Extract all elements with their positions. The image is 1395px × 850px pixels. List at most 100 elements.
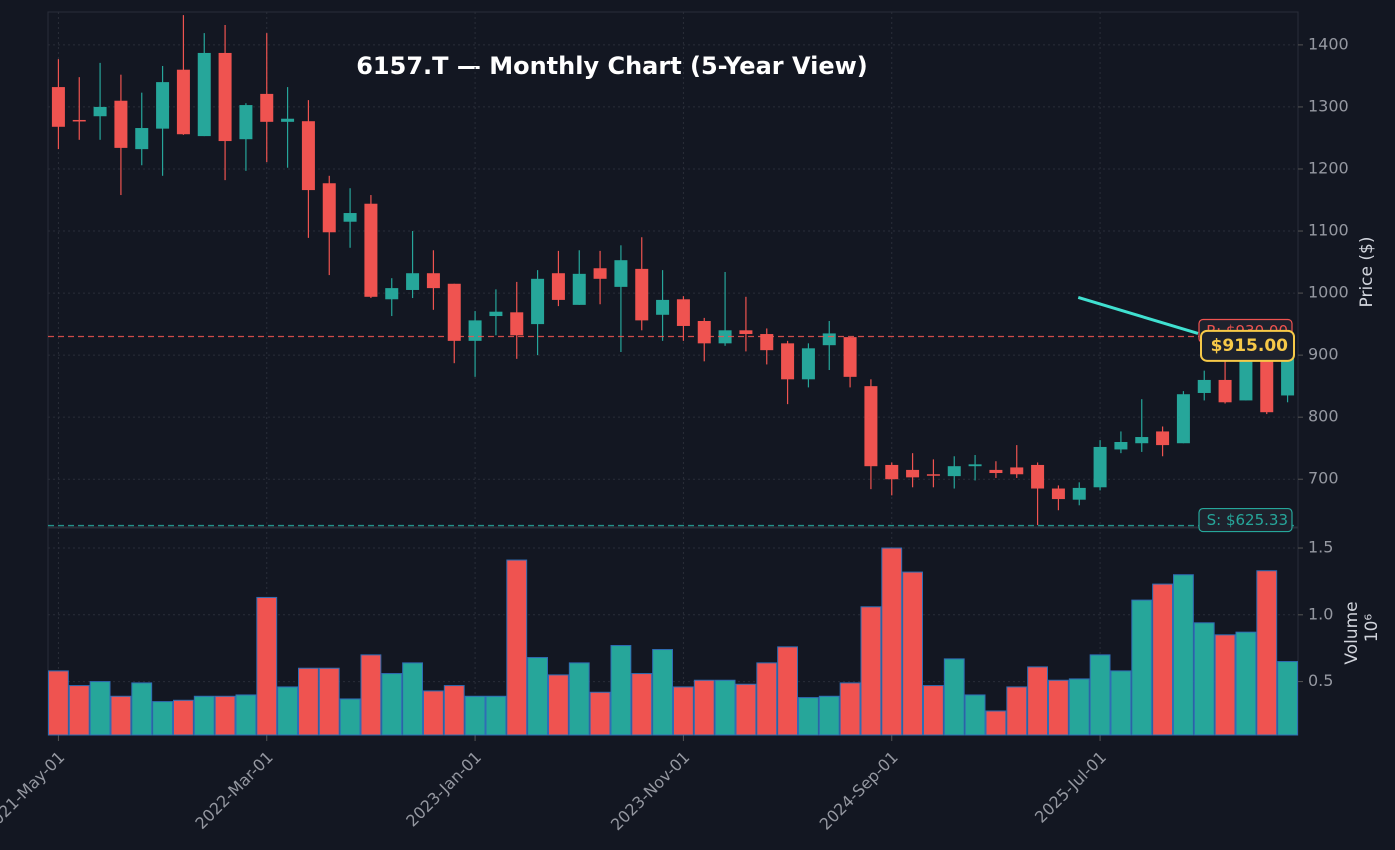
y-tick-label: 1.0 — [1308, 604, 1333, 623]
candle-body — [72, 119, 86, 122]
volume-bar — [360, 654, 382, 736]
volume-bar — [1027, 666, 1048, 736]
candle-body — [51, 87, 65, 127]
candle-body — [301, 121, 315, 191]
candle-body — [801, 348, 815, 380]
candle-body — [93, 106, 107, 117]
volume-bar — [985, 710, 1007, 736]
candle-body — [1135, 437, 1149, 444]
candle-body — [572, 273, 586, 305]
candle-body — [947, 466, 961, 477]
volume-bar — [1048, 679, 1069, 736]
support-label: S: $625.33 — [1207, 511, 1288, 529]
candle-body — [197, 52, 211, 137]
candle-body — [156, 82, 170, 129]
volume-bar — [235, 694, 257, 736]
chart-title: 6157.T — Monthly Chart (5-Year View) — [356, 52, 868, 80]
volume-bar — [777, 646, 799, 736]
volume-bar — [610, 645, 632, 736]
volume-bar — [381, 673, 403, 736]
candle-body — [135, 128, 149, 150]
volume-bar — [589, 691, 611, 736]
volume-bar — [568, 662, 590, 736]
candle-body — [1260, 345, 1274, 413]
x-tick-label: 2025-Jul-01 — [1031, 748, 1110, 827]
volume-bar — [152, 701, 174, 736]
volume-bar — [173, 699, 194, 736]
volume-bar — [1006, 686, 1028, 736]
volume-bar — [1193, 622, 1215, 736]
volume-bar — [839, 682, 861, 736]
candle-body — [1114, 441, 1128, 450]
volume-bar — [443, 685, 465, 736]
candle-body — [697, 321, 711, 344]
support-label-box — [1198, 507, 1293, 533]
volume-bar — [673, 686, 694, 736]
candle-body — [781, 343, 795, 380]
volume-scale-label: 10⁶ — [1362, 614, 1382, 643]
volume-bar — [256, 596, 278, 736]
volume-bar — [485, 695, 507, 736]
volume-bar — [548, 674, 569, 736]
volume-bar — [735, 683, 757, 736]
x-tick-label: 2023-Nov-01 — [607, 748, 694, 835]
candle-body — [822, 333, 836, 346]
candle-body — [1051, 488, 1065, 500]
y-axis-title: Price ($) — [1357, 237, 1377, 308]
candle-body — [885, 464, 899, 480]
candle-body — [218, 52, 232, 142]
volume-bar — [48, 670, 69, 736]
volume-bar — [423, 690, 444, 736]
candle-body — [531, 278, 545, 325]
y-tick-label: 1300 — [1308, 96, 1349, 115]
candle-body — [551, 273, 565, 300]
candle-body — [614, 260, 628, 287]
candle-body — [114, 100, 128, 148]
candle-body — [447, 283, 461, 341]
volume-bar — [902, 571, 924, 736]
volume-bar — [756, 662, 778, 736]
volume-bar — [339, 698, 361, 736]
volume-bar — [214, 695, 236, 736]
volume-bar — [1110, 670, 1132, 736]
candle-body — [989, 469, 1003, 474]
volume-bar — [860, 606, 882, 736]
candle-body — [739, 330, 753, 335]
candle-body — [468, 320, 482, 341]
last-price-label: $915.00 — [1211, 336, 1289, 356]
candle-body — [593, 268, 607, 279]
volume-bar — [652, 649, 674, 736]
volume-bar — [131, 682, 153, 736]
candle-body — [1156, 431, 1170, 446]
y-tick-label: 1200 — [1308, 158, 1349, 177]
volume-bar — [818, 695, 840, 736]
volume-bar — [1256, 570, 1278, 736]
candle-body — [489, 311, 503, 317]
candle-body — [1197, 379, 1211, 393]
volume-bar — [964, 694, 986, 736]
volume-bar — [1131, 599, 1153, 736]
price-panel — [47, 11, 1299, 528]
candle-body — [1093, 446, 1107, 488]
candle-body — [718, 330, 732, 344]
volume-bar — [881, 547, 903, 736]
x-tick-label: 2022-Mar-01 — [191, 748, 276, 833]
candle-body — [239, 105, 253, 140]
volume-bar — [714, 679, 736, 736]
x-tick-label: 2023-Jan-01 — [402, 748, 485, 831]
candle-body — [1176, 394, 1190, 444]
trend-line — [1077, 295, 1199, 335]
y-tick-label: 1000 — [1308, 283, 1349, 302]
y-tick-label: 1400 — [1308, 34, 1349, 53]
volume-bar — [1214, 634, 1236, 736]
candle-body — [406, 273, 420, 290]
volume-bar — [693, 679, 715, 736]
volume-bar — [1089, 654, 1111, 736]
candle-body — [510, 312, 524, 336]
candle-body — [676, 299, 690, 326]
candle-body — [1072, 487, 1086, 500]
candle-body — [385, 288, 399, 300]
y-tick-label: 800 — [1308, 407, 1339, 426]
candle-body — [1031, 464, 1045, 489]
